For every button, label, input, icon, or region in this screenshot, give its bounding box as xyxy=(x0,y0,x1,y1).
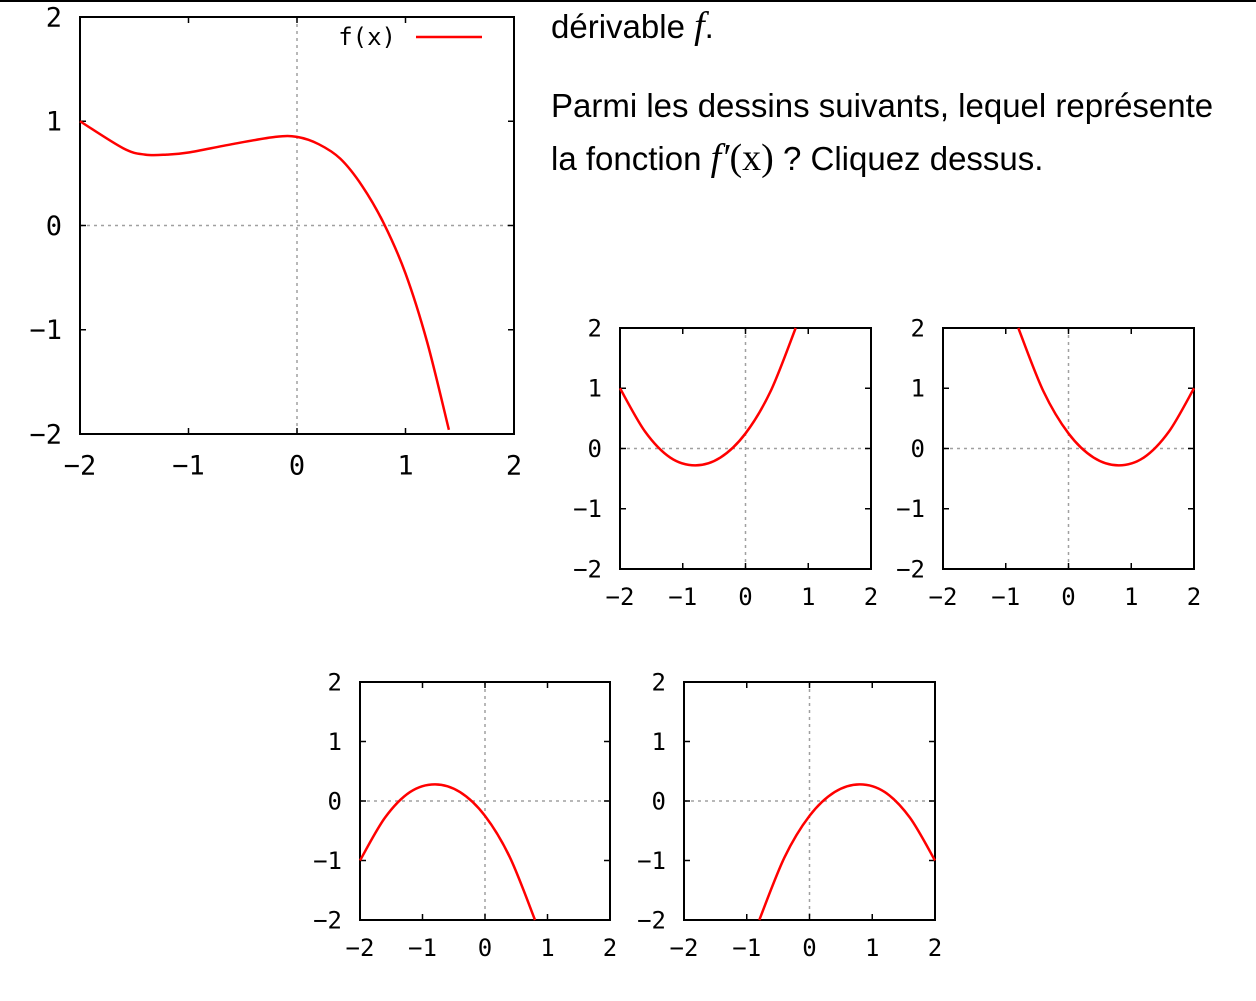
series-line xyxy=(358,783,537,921)
x-tick-label: −2 xyxy=(670,934,699,962)
plot-frame xyxy=(79,16,515,435)
plot-frame xyxy=(359,681,611,921)
intro-var: f xyxy=(694,5,705,47)
series-line xyxy=(618,327,797,467)
y-tick-label: 0 xyxy=(328,787,342,815)
legend-label: f(x) xyxy=(338,23,396,51)
x-tick-label: 2 xyxy=(928,934,942,962)
plot-frame xyxy=(942,327,1195,570)
x-tick-label: −1 xyxy=(668,583,697,611)
plot-frame xyxy=(683,681,936,921)
y-tick-label: 1 xyxy=(911,375,925,403)
y-tick-label: 2 xyxy=(911,314,925,342)
y-tick-label: −2 xyxy=(29,419,62,450)
intro-word: dérivable xyxy=(551,8,685,45)
top-border xyxy=(0,0,1256,2)
y-tick-label: −1 xyxy=(29,315,62,346)
x-tick-label: 2 xyxy=(864,583,878,611)
question-text: Parmi les dessins suivants, lequel repré… xyxy=(551,80,1231,185)
y-tick-label: 1 xyxy=(328,728,342,756)
y-tick-label: 1 xyxy=(588,375,602,403)
question-fprime: f′ xyxy=(710,137,730,179)
x-tick-label: 1 xyxy=(865,934,879,962)
y-tick-label: 2 xyxy=(652,668,666,696)
y-tick-label: 1 xyxy=(46,107,62,138)
y-tick-label: −2 xyxy=(896,555,925,583)
intro-end: . xyxy=(704,8,714,45)
x-tick-label: 1 xyxy=(397,451,413,482)
x-tick-label: −2 xyxy=(929,583,958,611)
y-tick-label: −1 xyxy=(573,495,602,523)
plot-frame xyxy=(619,327,872,570)
x-tick-label: 2 xyxy=(506,451,522,482)
series-line xyxy=(79,120,451,431)
x-tick-label: 0 xyxy=(802,934,816,962)
y-tick-label: −1 xyxy=(637,847,666,875)
x-tick-label: 0 xyxy=(478,934,492,962)
series-line xyxy=(758,783,937,921)
y-tick-label: −2 xyxy=(313,906,342,934)
x-tick-label: 1 xyxy=(1124,583,1138,611)
question-part1: Parmi les dessins suivants, lequel repré… xyxy=(551,87,1214,177)
y-tick-label: 0 xyxy=(588,435,602,463)
question-x: (x) xyxy=(729,137,774,179)
x-tick-label: 0 xyxy=(738,583,752,611)
x-tick-label: −1 xyxy=(408,934,437,962)
x-tick-label: −1 xyxy=(172,451,205,482)
y-tick-label: 1 xyxy=(652,728,666,756)
y-tick-label: −2 xyxy=(573,555,602,583)
x-tick-label: 1 xyxy=(801,583,815,611)
x-tick-label: 0 xyxy=(1061,583,1075,611)
y-tick-label: 2 xyxy=(328,668,342,696)
intro-line: dérivable f. xyxy=(551,0,714,53)
question-part2: ? Cliquez dessus. xyxy=(782,140,1044,177)
y-tick-label: 2 xyxy=(46,2,62,33)
x-tick-label: −2 xyxy=(606,583,635,611)
y-tick-label: 0 xyxy=(46,211,62,242)
y-tick-label: −1 xyxy=(313,847,342,875)
x-tick-label: −2 xyxy=(346,934,375,962)
series-line xyxy=(1017,327,1196,467)
x-tick-label: 2 xyxy=(603,934,617,962)
x-tick-label: 0 xyxy=(289,451,305,482)
x-tick-label: 2 xyxy=(1187,583,1201,611)
x-tick-label: −1 xyxy=(732,934,761,962)
y-tick-label: 2 xyxy=(588,314,602,342)
x-tick-label: −2 xyxy=(64,451,97,482)
y-tick-label: −2 xyxy=(637,906,666,934)
y-tick-label: 0 xyxy=(652,787,666,815)
x-tick-label: −1 xyxy=(991,583,1020,611)
x-tick-label: 1 xyxy=(540,934,554,962)
y-tick-label: 0 xyxy=(911,435,925,463)
y-tick-label: −1 xyxy=(896,495,925,523)
